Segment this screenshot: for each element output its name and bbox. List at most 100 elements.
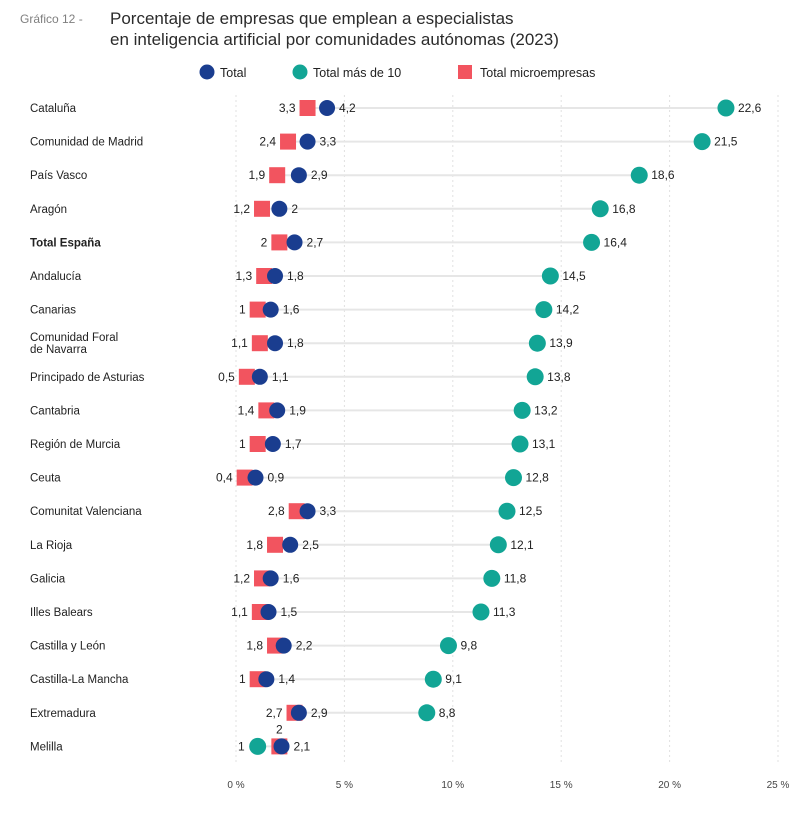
mas10-marker (424, 670, 442, 688)
total-value-label: 1,8 (287, 336, 304, 350)
mas10-marker (528, 334, 546, 352)
chart-title-prefix: Gráfico 12 - (20, 12, 83, 26)
category-label: Andalucía (30, 271, 82, 283)
mas10-marker (511, 435, 529, 453)
x-tick-label: 25 % (767, 780, 790, 791)
total-marker (273, 738, 290, 755)
total-value-label: 3,3 (320, 504, 337, 518)
row-melilla: Melilla 1 2 2,1 (30, 722, 311, 755)
mas10-value-label: 13,9 (549, 336, 573, 350)
total-value-label: 1,7 (285, 437, 302, 451)
category-label: Comunitat Valenciana (30, 506, 142, 518)
micro-value-label: 1,1 (231, 336, 248, 350)
micro-marker (249, 436, 266, 452)
mas10-marker (583, 233, 601, 251)
total-marker (267, 268, 284, 284)
micro-value-label: 0,5 (218, 370, 235, 384)
legend-total-icon (199, 64, 215, 80)
mas10-marker (439, 637, 457, 655)
total-value-label: 0,9 (268, 471, 285, 485)
row-canarias: Canarias 1 1,6 14,2 (30, 301, 580, 319)
x-axis-ticks: 0 % 5 % 10 % 15 % 20 % 25 % (227, 780, 789, 791)
total-value-label: 2 (291, 202, 298, 216)
category-label: Castilla-La Mancha (30, 674, 129, 686)
micro-value-label: 2,8 (268, 504, 285, 518)
category-label: Illes Balears (30, 607, 93, 619)
legend-micro-label: Total microempresas (480, 66, 595, 80)
category-label: Comunidad de Madrid (30, 137, 143, 149)
mas10-marker (418, 704, 436, 722)
total-marker (282, 536, 299, 553)
mas10-marker (526, 368, 544, 386)
x-tick-label: 10 % (441, 780, 464, 791)
row-pais-vasco: País Vasco 1,9 2,9 18,6 (30, 166, 675, 184)
mas10-value-label: 16,4 (604, 235, 628, 249)
category-label: Principado de Asturias (30, 372, 145, 384)
micro-value-label: 2,4 (259, 135, 276, 149)
x-tick-label: 15 % (550, 780, 573, 791)
total-marker (260, 604, 277, 620)
micro-value-label: 1,4 (238, 403, 255, 417)
x-tick-label: 0 % (227, 780, 244, 791)
mas10-value-label: 14,5 (562, 269, 586, 283)
mas10-value-label: 9,8 (460, 639, 477, 653)
micro-value-label: 2 (276, 722, 283, 736)
row-illes-balears: Illes Balears 1,1 1,5 11,3 (30, 603, 516, 621)
mas10-marker (717, 99, 735, 117)
category-label: Ceuta (30, 473, 61, 485)
total-marker (299, 133, 316, 150)
mas10-value-label: 11,8 (504, 571, 527, 585)
total-marker (275, 637, 292, 654)
mas10-marker (505, 469, 523, 487)
total-value-label: 2,9 (311, 706, 328, 720)
total-value-label: 2,9 (311, 168, 328, 182)
chart-rows: Cataluña 3,3 4,2 22,6 Comunidad de Madrid 2,4… (30, 99, 762, 755)
total-marker (299, 503, 316, 520)
mas10-value-label: 13,1 (532, 437, 556, 451)
mas10-value-label: 8,8 (439, 706, 456, 720)
mas10-value-label: 11,3 (493, 605, 516, 619)
total-marker (290, 167, 307, 184)
category-label: Cataluña (30, 103, 77, 115)
category-label: Total España (30, 237, 101, 249)
total-value-label: 1,6 (283, 571, 300, 585)
mas10-value-label: 12,8 (526, 471, 550, 485)
micro-marker (251, 335, 268, 352)
mas10-marker (249, 737, 267, 755)
row-cataluna: Cataluña 3,3 4,2 22,6 (30, 99, 762, 117)
row-comunidad-de-madrid: Comunidad de Madrid 2,4 3,3 21,5 (30, 133, 738, 151)
total-value-label: 2,5 (302, 538, 319, 552)
mas10-value-label: 13,2 (534, 403, 558, 417)
category-label: Extremadura (30, 708, 96, 720)
total-value-label: 1,8 (287, 269, 304, 283)
x-tick-label: 5 % (336, 780, 353, 791)
row-andalucia: Andalucía 1,3 1,8 14,5 (30, 267, 586, 285)
row-principado-de-asturias: Principado de Asturias 0,5 1,1 13,8 (30, 368, 571, 386)
row-castilla-y-leon: Castilla y León 1,8 2,2 9,8 (30, 637, 477, 655)
mas10-value-label: 1 (238, 739, 245, 753)
micro-value-label: 1,1 (231, 605, 248, 619)
gridlines (235, 95, 779, 765)
total-value-label: 3,3 (320, 135, 337, 149)
total-marker (262, 301, 279, 318)
total-value-label: 4,2 (339, 101, 356, 115)
mas10-value-label: 9,1 (445, 672, 462, 686)
total-marker (319, 100, 336, 116)
micro-marker (249, 301, 266, 318)
micro-value-label: 1 (239, 672, 246, 686)
micro-marker (299, 100, 316, 116)
legend-mas10-label: Total más de 10 (313, 66, 401, 80)
total-marker (264, 436, 281, 452)
category-label: Región de Murcia (30, 439, 121, 451)
total-marker (262, 570, 279, 587)
micro-value-label: 1,3 (235, 269, 252, 283)
total-marker (247, 469, 264, 486)
row-total-espana: Total España 2 2,7 16,4 (30, 233, 628, 251)
total-marker (271, 200, 288, 217)
total-marker (290, 704, 307, 721)
category-label: Aragón (30, 204, 67, 216)
category-label: Canarias (30, 305, 76, 317)
micro-value-label: 1,9 (249, 168, 266, 182)
legend-mas10-icon (292, 64, 308, 80)
category-label: Comunidad Foral de Navarra (30, 332, 118, 356)
